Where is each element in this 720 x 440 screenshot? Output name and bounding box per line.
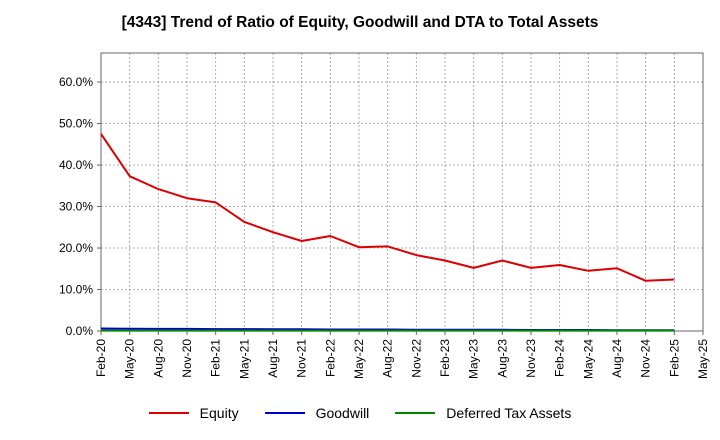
legend-swatch-deferred-tax-assets — [395, 412, 436, 414]
x-tick-label: Aug-24 — [610, 339, 624, 378]
grid-layer — [100, 53, 704, 332]
x-tick-label: Aug-21 — [266, 339, 280, 378]
y-tick-label: 0.0% — [66, 324, 94, 338]
y-tick-label: 50.0% — [59, 117, 93, 131]
x-tick-label: May-20 — [123, 339, 137, 379]
y-tick-label: 30.0% — [59, 200, 93, 214]
x-tick-label: May-23 — [467, 339, 481, 379]
y-tick-label: 40.0% — [59, 158, 93, 172]
legend: Equity Goodwill Deferred Tax Assets — [0, 405, 720, 421]
legend-swatch-goodwill — [264, 412, 305, 414]
x-tick-label: May-21 — [237, 339, 251, 379]
x-tick-label: May-24 — [581, 339, 595, 379]
y-tick-label: 20.0% — [59, 241, 93, 255]
x-tick-label: Feb-24 — [553, 339, 567, 377]
legend-item-goodwill: Goodwill — [264, 405, 370, 421]
x-tick-label: May-22 — [352, 339, 366, 379]
chart-title: [4343] Trend of Ratio of Equity, Goodwil… — [121, 14, 599, 31]
x-tick-label: Aug-23 — [495, 339, 509, 378]
x-tick-label: Feb-23 — [438, 339, 452, 377]
legend-swatch-equity — [148, 412, 189, 414]
x-tick-label: May-25 — [696, 339, 710, 379]
x-tick-label: Nov-21 — [295, 339, 309, 378]
x-tick-label: Nov-23 — [524, 339, 538, 378]
x-tick-label: Nov-24 — [639, 339, 653, 378]
x-tick-label: Feb-21 — [209, 339, 223, 377]
legend-item-deferred-tax-assets: Deferred Tax Assets — [395, 405, 571, 421]
series-line-equity — [100, 133, 675, 282]
x-tick-label: Aug-22 — [381, 339, 395, 378]
x-tick-label: Feb-20 — [94, 339, 108, 377]
x-tick-label: Feb-22 — [323, 339, 337, 377]
legend-item-equity: Equity — [148, 405, 239, 421]
x-tick-label: Feb-25 — [667, 339, 681, 377]
y-tick-label: 60.0% — [59, 75, 93, 89]
x-tick-label: Aug-20 — [151, 339, 165, 378]
y-tick-label: 10.0% — [59, 283, 93, 297]
x-axis-ticks: Feb-20 May-20 Aug-20 Nov-20 Feb-21 May-21 Aug-… — [94, 331, 710, 379]
x-tick-label: Nov-22 — [409, 339, 423, 378]
x-tick-label: Nov-20 — [180, 339, 194, 378]
series-layer — [100, 133, 675, 332]
legend-label-goodwill: Goodwill — [315, 405, 370, 421]
legend-label-deferred-tax-assets: Deferred Tax Assets — [446, 405, 572, 421]
y-axis-ticks: 0.0% 10.0% 20.0% 30.0% 40.0% 50.0% 60.0% — [59, 75, 101, 338]
legend-label-equity: Equity — [199, 405, 239, 421]
